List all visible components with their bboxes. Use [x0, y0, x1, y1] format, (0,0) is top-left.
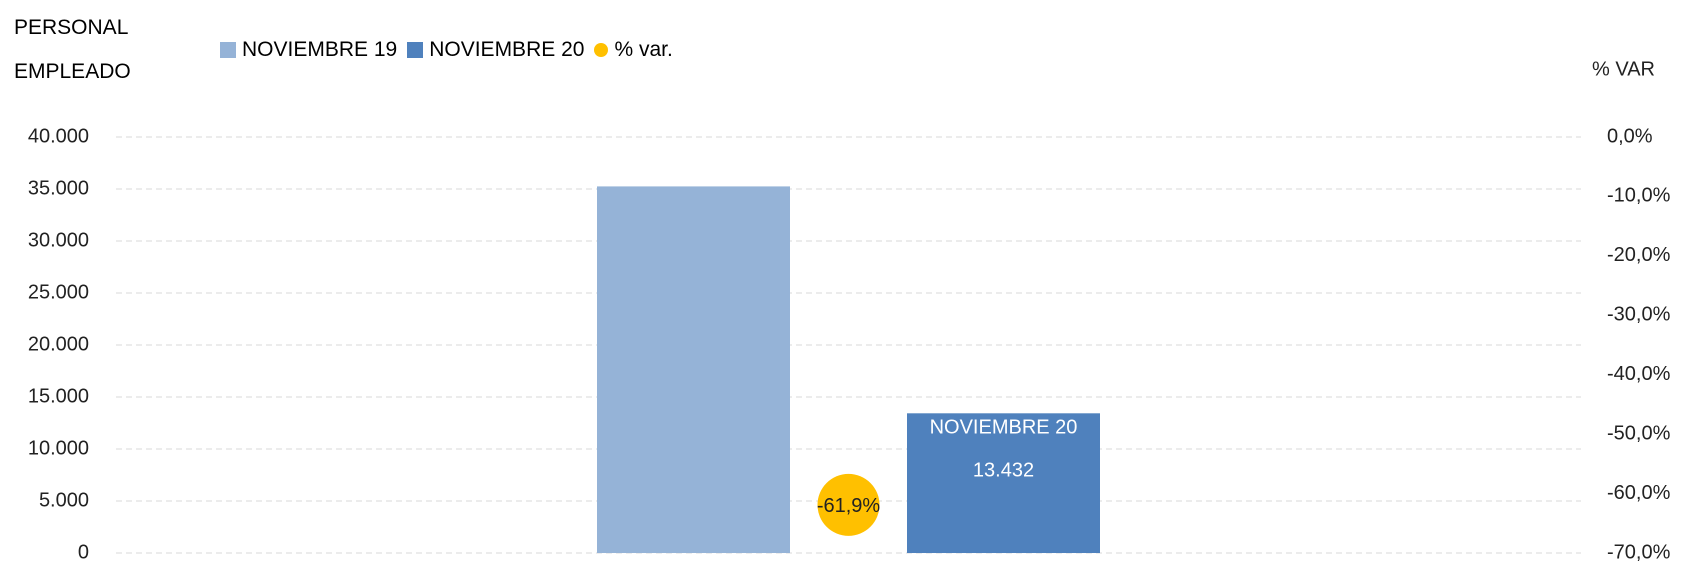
marker: [817, 473, 880, 536]
y-tick-label: 5.000: [39, 489, 89, 511]
bar-value-label: 13.432: [973, 460, 1034, 482]
marker-value-label: -61,9%: [817, 495, 881, 517]
legend-swatch: [407, 42, 424, 58]
bar-series-label: NOVIEMBRE 20: [930, 417, 1078, 439]
bar: [907, 413, 1100, 553]
y-tick-label: 35.000: [28, 177, 89, 199]
y2-tick-label: -70,0%: [1607, 541, 1671, 563]
y-tick-label: 20.000: [28, 333, 89, 355]
legend-item: NOVIEMBRE 20: [407, 38, 584, 62]
legend-label: NOVIEMBRE 20: [429, 38, 585, 61]
y2-tick-label: -60,0%: [1607, 482, 1671, 504]
legend-swatch: [220, 42, 236, 58]
legend-dot: [594, 43, 609, 57]
bar: [597, 186, 790, 553]
legend-label: NOVIEMBRE 19: [242, 38, 398, 61]
y2-tick-label: -50,0%: [1607, 422, 1671, 444]
y2-tick-label: -20,0%: [1607, 244, 1671, 266]
y2-tick-label: -30,0%: [1607, 304, 1671, 326]
y-tick-label: 40.000: [28, 125, 89, 147]
y2-tick-label: 0,0%: [1607, 125, 1653, 147]
y2-tick-label: -40,0%: [1607, 363, 1671, 385]
y-axis-title: PERSONAL EMPLEADO: [14, 16, 131, 83]
y-tick-label: 0: [78, 541, 89, 563]
y2-axis-title: % VAR: [1592, 58, 1655, 80]
y-tick-label: 25.000: [28, 281, 89, 303]
legend-label: % var.: [614, 38, 673, 61]
y-tick-label: 15.000: [28, 385, 89, 407]
legend-item: % var.: [594, 38, 673, 62]
legend-item: NOVIEMBRE 19: [220, 38, 397, 62]
y2-tick-label: -10,0%: [1607, 185, 1671, 207]
y-tick-label: 10.000: [28, 437, 89, 459]
legend: NOVIEMBRE 19 NOVIEMBRE 20 % var.: [220, 38, 673, 62]
y-tick-label: 30.000: [28, 229, 89, 251]
